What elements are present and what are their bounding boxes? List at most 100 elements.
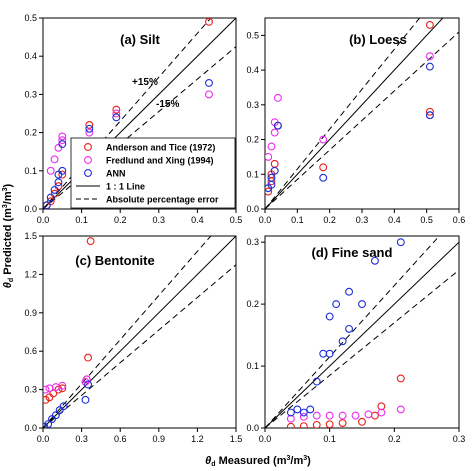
- reference-lines: [265, 18, 459, 209]
- x-tick-label: 0.1: [75, 215, 88, 225]
- y-tick-label: 0.3: [24, 385, 37, 395]
- data-points: [265, 20, 434, 196]
- plot-frame: [42, 235, 237, 429]
- data-point-series-2: [46, 166, 55, 175]
- data-point-series-1: [425, 107, 434, 116]
- x-label-mid: /m: [290, 455, 303, 467]
- error-annotation: -15%: [156, 99, 179, 110]
- x-tick-label: 0.5: [230, 215, 243, 225]
- data-points: [43, 237, 95, 428]
- data-point-series-3: [286, 408, 295, 417]
- data-point-series-3: [270, 166, 279, 175]
- panel-title: (b) Loess: [349, 32, 407, 47]
- x-tick-label: 0.6: [453, 215, 466, 225]
- data-points: [286, 238, 405, 428]
- panel-1: 0.0 0.1 0.2 0.3 0.4 0.5 0.0 0.1 0.2 0.3 0.4 0.5 (a) …: [24, 13, 243, 225]
- data-point-series-1: [370, 411, 379, 420]
- y-tick-label: 0.0: [246, 423, 259, 433]
- data-point-series-1: [265, 187, 273, 196]
- data-point-series-3: [46, 193, 55, 202]
- y-label-end: ): [2, 183, 14, 187]
- one-to-one-line: [265, 18, 444, 209]
- legend-item: Fredlund and Xing (1994): [84, 156, 214, 166]
- x-tick-label: 1.2: [191, 434, 204, 444]
- legend-label: 1 : 1 Line: [106, 182, 145, 192]
- x-label-sup1: 3: [287, 455, 291, 462]
- data-point-series-2: [396, 405, 405, 414]
- data-point-series-1: [358, 417, 366, 426]
- x-tick-label: 0.2: [388, 434, 401, 444]
- plus-15-line: [265, 236, 440, 428]
- data-point-series-1: [299, 422, 308, 428]
- data-point-series-1: [205, 18, 213, 26]
- y-tick-label: 0.1: [246, 361, 259, 371]
- legend-item: 1 : 1 Line: [76, 182, 145, 192]
- data-point-series-1: [86, 237, 95, 246]
- legend-label: ANN: [106, 169, 126, 179]
- data-point-series-2: [112, 109, 121, 118]
- data-point-series-1: [338, 419, 347, 427]
- data-point-series-1: [286, 422, 295, 428]
- data-point-series-1: [43, 395, 50, 404]
- x-tick-label: 0.1: [291, 215, 304, 225]
- data-point-series-2: [364, 410, 373, 419]
- legend-box: [70, 137, 236, 209]
- y-tick-label: 0.0: [246, 204, 259, 214]
- x-tick-label: 0.3: [75, 434, 88, 444]
- data-point-series-2: [58, 136, 67, 145]
- panel-4: 0.0 0.1 0.2 0.3 0.0 0.1 0.2 0.3 (d) Fine sand: [246, 235, 465, 444]
- x-tick-label: 0.4: [191, 215, 204, 225]
- legend-item: ANN: [84, 169, 126, 179]
- data-point-series-3: [299, 408, 308, 417]
- legend-label: Anderson and Tice (1972): [106, 143, 215, 153]
- data-point-series-3: [319, 173, 328, 182]
- data-point-series-2: [299, 412, 308, 421]
- data-point-series-3: [325, 349, 334, 358]
- data-point-series-1: [377, 402, 386, 411]
- data-point-series-2: [50, 155, 59, 164]
- minus-15-line: [265, 269, 459, 428]
- y-label-sub: d: [8, 278, 15, 282]
- reference-lines: [43, 236, 236, 428]
- y-label-sup1: 3: [2, 204, 9, 208]
- data-point-series-3: [205, 78, 213, 87]
- data-point-series-3: [306, 405, 315, 414]
- data-point-series-3: [312, 377, 321, 386]
- data-point-series-1: [312, 420, 321, 428]
- x-tick-label: 1.5: [230, 434, 243, 444]
- data-point-series-3: [273, 121, 282, 130]
- panel-2: 0.0 0.1 0.2 0.3 0.4 0.5 0.6 0.0 0.1 0.2 0.3 0.4 0.5 (…: [246, 17, 466, 225]
- legend-label: Fredlund and Xing (1994): [106, 156, 214, 166]
- data-point-series-3: [425, 111, 434, 120]
- data-point-series-3: [44, 420, 53, 428]
- x-axis-label: θd Measured (m3/m3): [205, 455, 311, 468]
- panels-layer: 0.0 0.1 0.2 0.3 0.4 0.50.00.10.20.30.40.5(a) …: [24, 13, 466, 444]
- panel-title: (a) Silt: [120, 32, 160, 47]
- data-point-series-3: [425, 62, 434, 71]
- data-point-series-2: [377, 408, 386, 417]
- plus-15-line: [43, 18, 212, 209]
- data-point-series-3: [51, 411, 60, 420]
- y-tick-label: 0.2: [24, 128, 37, 138]
- data-point-series-3: [325, 312, 334, 321]
- panel-3: 0.0 0.3 0.6 0.9 1.2 1.5 0.0 0.3 0.6 0.9 1.2 1.5 (c) …: [24, 231, 243, 444]
- data-point-series-3: [85, 124, 94, 133]
- x-tick-label: 0.2: [114, 215, 127, 225]
- data-point-series-2: [425, 52, 434, 61]
- data-point-series-3: [396, 238, 405, 247]
- data-point-series-2: [43, 385, 50, 394]
- legend: Anderson and Tice (1972) Fredlund and Xin…: [70, 137, 236, 209]
- data-point-series-3: [43, 201, 51, 209]
- data-point-series-1: [58, 170, 67, 179]
- y-tick-label: 0.1: [246, 169, 259, 179]
- x-label-theta: θ: [205, 455, 211, 467]
- plus-15-line: [43, 236, 212, 428]
- data-point-series-1: [84, 353, 92, 362]
- x-tick-label: 0.1: [323, 434, 336, 444]
- data-point-series-3: [267, 173, 276, 182]
- data-point-series-1: [112, 105, 121, 114]
- x-tick-label: 0.3: [356, 215, 369, 225]
- data-point-series-2: [270, 128, 279, 137]
- data-point-series-3: [59, 402, 68, 411]
